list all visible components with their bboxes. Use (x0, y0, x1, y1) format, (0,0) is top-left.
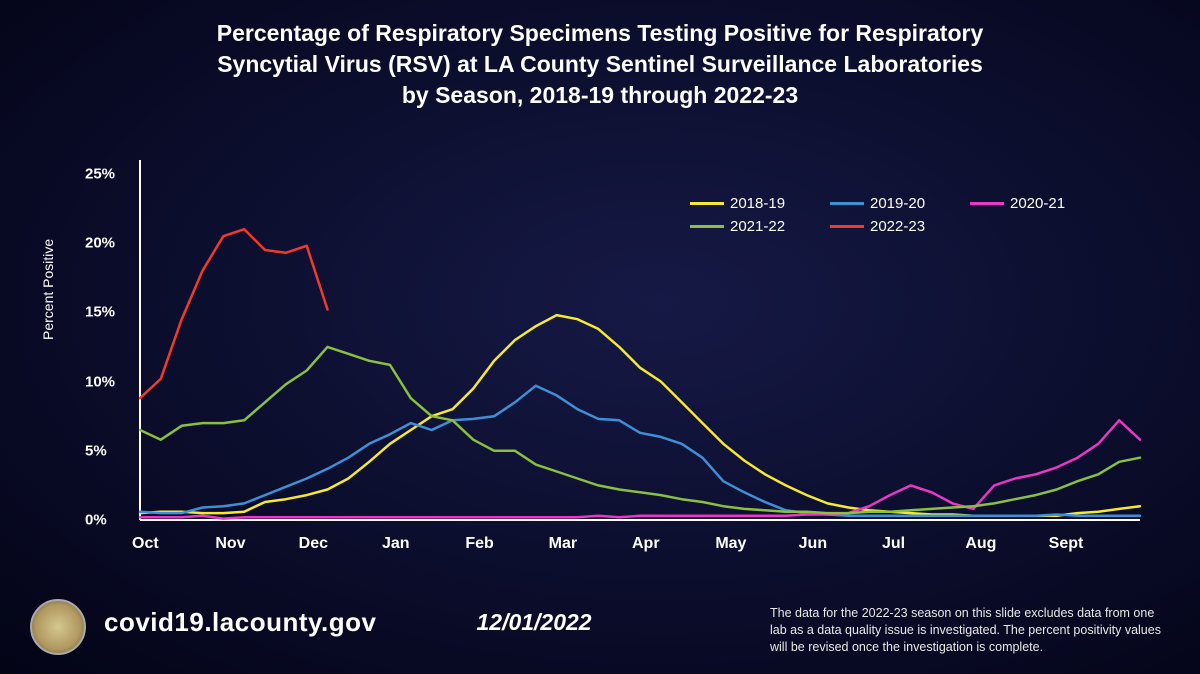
x-tick: Feb (465, 535, 493, 553)
legend-line-icon (970, 202, 1004, 205)
x-tick: Oct (132, 535, 159, 553)
x-tick: Dec (299, 535, 328, 553)
x-tick: Nov (215, 535, 245, 553)
data-note: The data for the 2022-23 season on this … (770, 605, 1170, 656)
y-tick: 15% (85, 304, 115, 321)
legend-line-icon (830, 202, 864, 205)
legend-label: 2020-21 (1010, 195, 1065, 212)
legend-item: 2020-21 (970, 195, 1090, 212)
chart-legend: 2018-19 2019-20 2020-21 2021-22 2022-23 (690, 195, 1120, 235)
x-tick: Jul (882, 535, 905, 553)
legend-item: 2022-23 (830, 218, 950, 235)
legend-label: 2021-22 (730, 218, 785, 235)
legend-item: 2019-20 (830, 195, 950, 212)
x-tick: Jun (799, 535, 827, 553)
x-tick: Apr (632, 535, 660, 553)
y-tick: 20% (85, 235, 115, 252)
x-tick: Jan (382, 535, 410, 553)
legend-line-icon (830, 225, 864, 228)
legend-line-icon (690, 202, 724, 205)
y-tick: 5% (85, 442, 107, 459)
y-axis-label: Percent Positive (40, 239, 56, 340)
x-tick: Sept (1049, 535, 1084, 553)
legend-label: 2019-20 (870, 195, 925, 212)
slide-date: 12/01/2022 (476, 609, 591, 636)
x-tick: Aug (965, 535, 996, 553)
footer: covid19.lacounty.gov 12/01/2022 The data… (0, 605, 1200, 656)
legend-item: 2018-19 (690, 195, 810, 212)
y-tick: 25% (85, 165, 115, 182)
y-tick: 0% (85, 512, 107, 529)
chart-title: Percentage of Respiratory Specimens Test… (0, 0, 1200, 111)
legend-label: 2018-19 (730, 195, 785, 212)
legend-item: 2021-22 (690, 218, 810, 235)
legend-label: 2022-23 (870, 218, 925, 235)
source-url: covid19.lacounty.gov (104, 607, 376, 638)
x-tick: Mar (549, 535, 577, 553)
county-seal-icon (30, 599, 86, 655)
legend-line-icon (690, 225, 724, 228)
y-tick: 10% (85, 373, 115, 390)
x-tick: May (715, 535, 746, 553)
